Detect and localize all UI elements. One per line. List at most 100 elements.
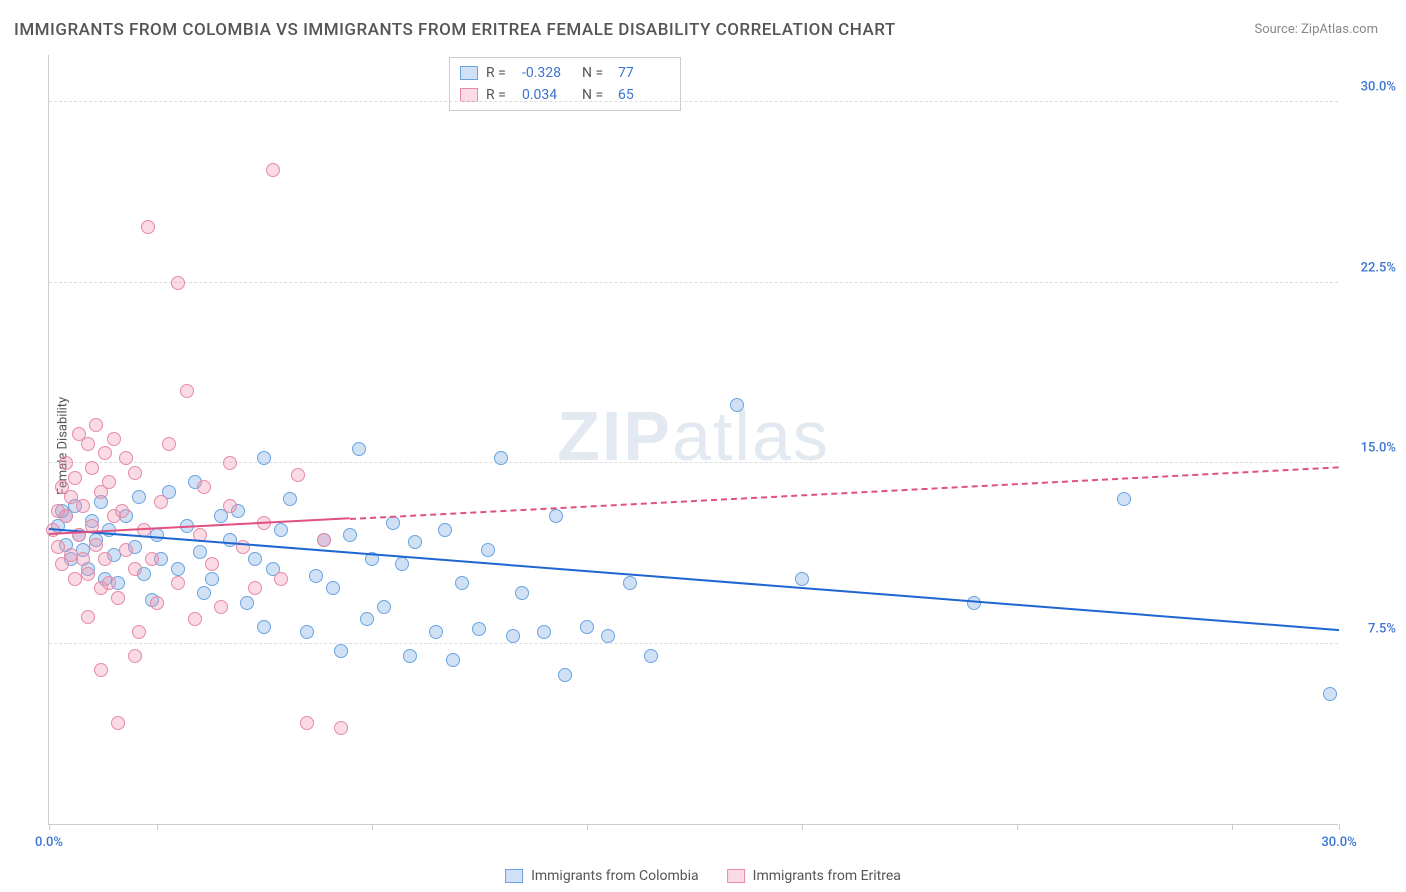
scatter-point: [89, 418, 103, 432]
scatter-point: [59, 509, 73, 523]
scatter-point: [274, 572, 288, 586]
scatter-point: [580, 620, 594, 634]
scatter-point: [446, 653, 460, 667]
scatter-point: [132, 490, 146, 504]
chart-title: IMMIGRANTS FROM COLOMBIA VS IMMIGRANTS F…: [14, 20, 896, 40]
stat-n-colombia: 77: [618, 62, 670, 84]
xtick: [372, 824, 373, 830]
scatter-point: [506, 629, 520, 643]
scatter-point: [223, 499, 237, 513]
stat-legend: R = -0.328 N = 77 R = 0.034 N = 65: [449, 57, 681, 111]
scatter-point: [257, 620, 271, 634]
ytick-label: 15.0%: [1361, 441, 1396, 456]
xtick: [1232, 824, 1233, 830]
scatter-point: [214, 600, 228, 614]
ytick-label: 22.5%: [1361, 260, 1396, 275]
scatter-point: [150, 596, 164, 610]
scatter-point: [76, 499, 90, 513]
stat-n-eritrea: 65: [618, 84, 670, 106]
scatter-point: [266, 163, 280, 177]
scatter-point: [128, 466, 142, 480]
scatter-point: [300, 716, 314, 730]
gridline: [49, 462, 1338, 463]
scatter-point: [102, 475, 116, 489]
scatter-point: [334, 721, 348, 735]
legend-label-eritrea: Immigrants from Eritrea: [753, 868, 901, 884]
legend-label-colombia: Immigrants from Colombia: [531, 868, 699, 884]
legend-swatch-colombia: [505, 869, 523, 883]
scatter-point: [119, 451, 133, 465]
scatter-point: [141, 220, 155, 234]
scatter-point: [317, 533, 331, 547]
scatter-point: [111, 716, 125, 730]
stat-n-label: N =: [582, 62, 610, 84]
scatter-point: [197, 586, 211, 600]
xtick-label: 30.0%: [1321, 835, 1356, 850]
scatter-point: [257, 451, 271, 465]
scatter-point: [283, 492, 297, 506]
scatter-point: [309, 569, 323, 583]
trendline: [350, 466, 1339, 520]
scatter-point: [68, 572, 82, 586]
stat-n-label-2: N =: [582, 84, 610, 106]
scatter-point: [494, 451, 508, 465]
scatter-point: [601, 629, 615, 643]
scatter-point: [515, 586, 529, 600]
scatter-point: [438, 523, 452, 537]
scatter-point: [537, 625, 551, 639]
trendline: [49, 528, 1339, 631]
ytick-label: 7.5%: [1368, 621, 1396, 636]
scatter-point: [240, 596, 254, 610]
watermark: ZIPatlas: [557, 396, 830, 476]
scatter-point: [360, 612, 374, 626]
scatter-point: [193, 545, 207, 559]
scatter-point: [386, 516, 400, 530]
scatter-point: [481, 543, 495, 557]
gridline: [49, 101, 1338, 102]
stat-r-colombia: -0.328: [522, 62, 574, 84]
scatter-point: [107, 432, 121, 446]
scatter-point: [334, 644, 348, 658]
scatter-point: [623, 576, 637, 590]
scatter-point: [154, 495, 168, 509]
scatter-point: [128, 649, 142, 663]
gridline: [49, 643, 1338, 644]
swatch-eritrea: [460, 88, 478, 102]
scatter-point: [188, 612, 202, 626]
scatter-point: [730, 398, 744, 412]
scatter-point: [352, 442, 366, 456]
scatter-point: [180, 384, 194, 398]
scatter-point: [171, 276, 185, 290]
scatter-point: [223, 456, 237, 470]
scatter-point: [472, 622, 486, 636]
scatter-point: [377, 600, 391, 614]
scatter-point: [59, 456, 73, 470]
scatter-point: [795, 572, 809, 586]
scatter-point: [102, 576, 116, 590]
scatter-point: [408, 535, 422, 549]
scatter-point: [274, 523, 288, 537]
scatter-point: [81, 437, 95, 451]
scatter-point: [145, 552, 159, 566]
xtick: [157, 824, 158, 830]
scatter-point: [558, 668, 572, 682]
swatch-colombia: [460, 66, 478, 80]
scatter-point: [115, 504, 129, 518]
xtick: [49, 824, 50, 830]
scatter-point: [429, 625, 443, 639]
scatter-point: [300, 625, 314, 639]
scatter-point: [248, 552, 262, 566]
xtick: [587, 824, 588, 830]
scatter-point: [51, 540, 65, 554]
plot-area: ZIPatlas R = -0.328 N = 77 R = 0.034 N =…: [48, 55, 1338, 825]
scatter-point: [64, 548, 78, 562]
scatter-point: [403, 649, 417, 663]
scatter-point: [197, 480, 211, 494]
scatter-point: [94, 663, 108, 677]
scatter-point: [132, 625, 146, 639]
scatter-point: [644, 649, 658, 663]
legend-item-colombia: Immigrants from Colombia: [505, 868, 699, 884]
scatter-point: [111, 591, 125, 605]
stat-row-eritrea: R = 0.034 N = 65: [460, 84, 670, 106]
xtick: [1339, 824, 1340, 830]
